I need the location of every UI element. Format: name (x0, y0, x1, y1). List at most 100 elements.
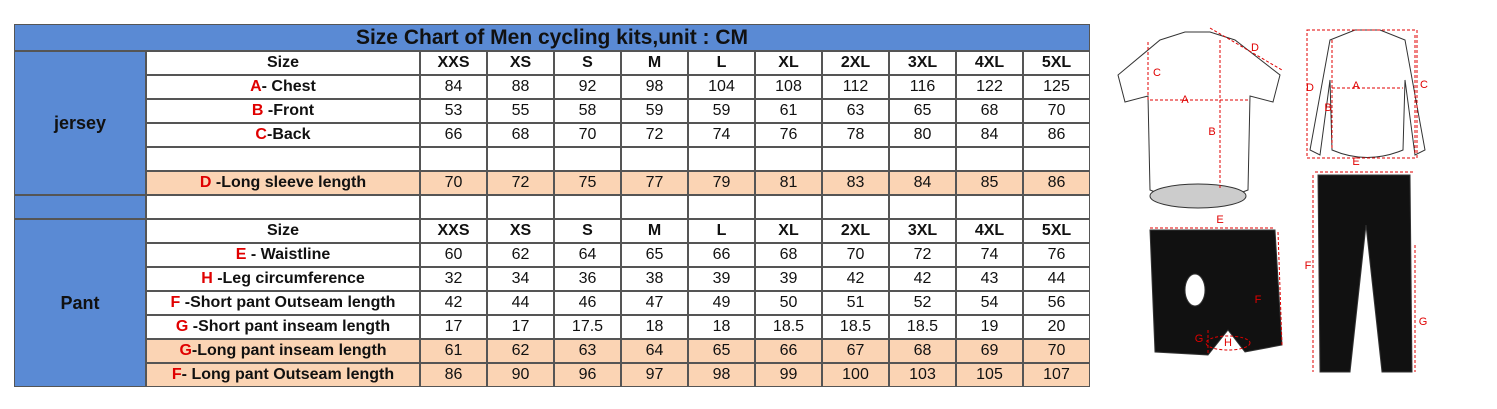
measure-key: B (251, 102, 264, 119)
diagram-label: B (1324, 102, 1331, 114)
group-label: jersey (14, 51, 146, 195)
measure-key: D (199, 174, 212, 191)
title: Size Chart of Men cycling kits,unit : CM (14, 24, 1090, 51)
measure-name: - Waistline (246, 246, 331, 263)
value-cell: 80 (889, 123, 956, 147)
value-cell (688, 195, 755, 219)
value-cell: 59 (688, 99, 755, 123)
measure-key: H (201, 270, 213, 287)
value-cell: 81 (755, 171, 822, 195)
value-cell (554, 195, 621, 219)
value-cell: 108 (755, 75, 822, 99)
measure-key: C (255, 126, 267, 143)
size-header: 4XL (956, 51, 1023, 75)
value-cell: 55 (487, 99, 554, 123)
value-cell: 112 (822, 75, 889, 99)
value-cell: 98 (688, 363, 755, 387)
value-cell: 54 (956, 291, 1023, 315)
size-header: L (688, 219, 755, 243)
value-cell: 79 (688, 171, 755, 195)
measure-label: F- Long pant Outseam length (146, 363, 420, 387)
value-cell: 63 (554, 339, 621, 363)
measure-label: E - Waistline (146, 243, 420, 267)
measure-name: - Chest (261, 78, 316, 95)
measure-name: -Short pant Outseam length (180, 294, 396, 311)
value-cell: 72 (487, 171, 554, 195)
value-cell: 17.5 (554, 315, 621, 339)
value-cell: 125 (1023, 75, 1090, 99)
size-header: 3XL (889, 219, 956, 243)
value-cell: 68 (487, 123, 554, 147)
value-cell: 50 (755, 291, 822, 315)
value-cell: 20 (1023, 315, 1090, 339)
value-cell: 18.5 (822, 315, 889, 339)
value-cell (420, 147, 487, 171)
value-cell: 62 (487, 339, 554, 363)
measure-name: -Short pant inseam length (188, 318, 391, 335)
measure-name: -Back (266, 126, 311, 143)
value-cell: 53 (420, 99, 487, 123)
diagram-label: E (1352, 156, 1359, 168)
value-cell: 97 (621, 363, 688, 387)
measure-key: G (175, 318, 189, 335)
header-label: Size (146, 51, 420, 75)
value-cell (621, 147, 688, 171)
diagram-label: H (1224, 337, 1232, 349)
value-cell (755, 147, 822, 171)
value-cell: 77 (621, 171, 688, 195)
value-cell: 70 (1023, 99, 1090, 123)
value-cell: 86 (1023, 123, 1090, 147)
value-cell: 42 (889, 267, 956, 291)
value-cell: 17 (487, 315, 554, 339)
measure-label: A- Chest (146, 75, 420, 99)
diagram-label: C (1153, 67, 1161, 79)
value-cell: 56 (1023, 291, 1090, 315)
value-cell: 44 (1023, 267, 1090, 291)
value-cell: 68 (755, 243, 822, 267)
value-cell: 62 (487, 243, 554, 267)
diagram-label: E (1216, 214, 1223, 226)
value-cell (755, 195, 822, 219)
size-header: 5XL (1023, 51, 1090, 75)
value-cell: 36 (554, 267, 621, 291)
value-cell: 65 (889, 99, 956, 123)
value-cell (889, 195, 956, 219)
measure-label: B -Front (146, 99, 420, 123)
diagram-label: G (1419, 316, 1428, 328)
diagram-label: D (1251, 42, 1259, 54)
value-cell: 86 (420, 363, 487, 387)
size-header: 3XL (889, 51, 956, 75)
value-cell: 39 (755, 267, 822, 291)
value-cell (822, 147, 889, 171)
value-cell (621, 195, 688, 219)
value-cell: 85 (956, 171, 1023, 195)
value-cell (1023, 195, 1090, 219)
measure-label: H -Leg circumference (146, 267, 420, 291)
garment-diagrams: C D A B D B A C E F G H E F G (1117, 27, 1428, 373)
value-cell: 66 (688, 243, 755, 267)
header-label: Size (146, 219, 420, 243)
measure-name: -Long sleeve length (211, 174, 367, 191)
measure-label: C -Back (146, 123, 420, 147)
value-cell: 100 (822, 363, 889, 387)
row-empty (146, 147, 420, 171)
value-cell (889, 147, 956, 171)
value-cell (688, 147, 755, 171)
diagram-label: A (1352, 80, 1360, 92)
size-header: 4XL (956, 219, 1023, 243)
group-spacer (14, 195, 146, 219)
value-cell: 59 (621, 99, 688, 123)
value-cell: 39 (688, 267, 755, 291)
size-header: 5XL (1023, 219, 1090, 243)
size-header: XS (487, 219, 554, 243)
value-cell: 90 (487, 363, 554, 387)
value-cell (822, 195, 889, 219)
value-cell: 84 (889, 171, 956, 195)
value-cell: 72 (621, 123, 688, 147)
value-cell (487, 147, 554, 171)
value-cell: 64 (621, 339, 688, 363)
value-cell: 70 (420, 171, 487, 195)
value-cell (420, 195, 487, 219)
value-cell: 78 (822, 123, 889, 147)
